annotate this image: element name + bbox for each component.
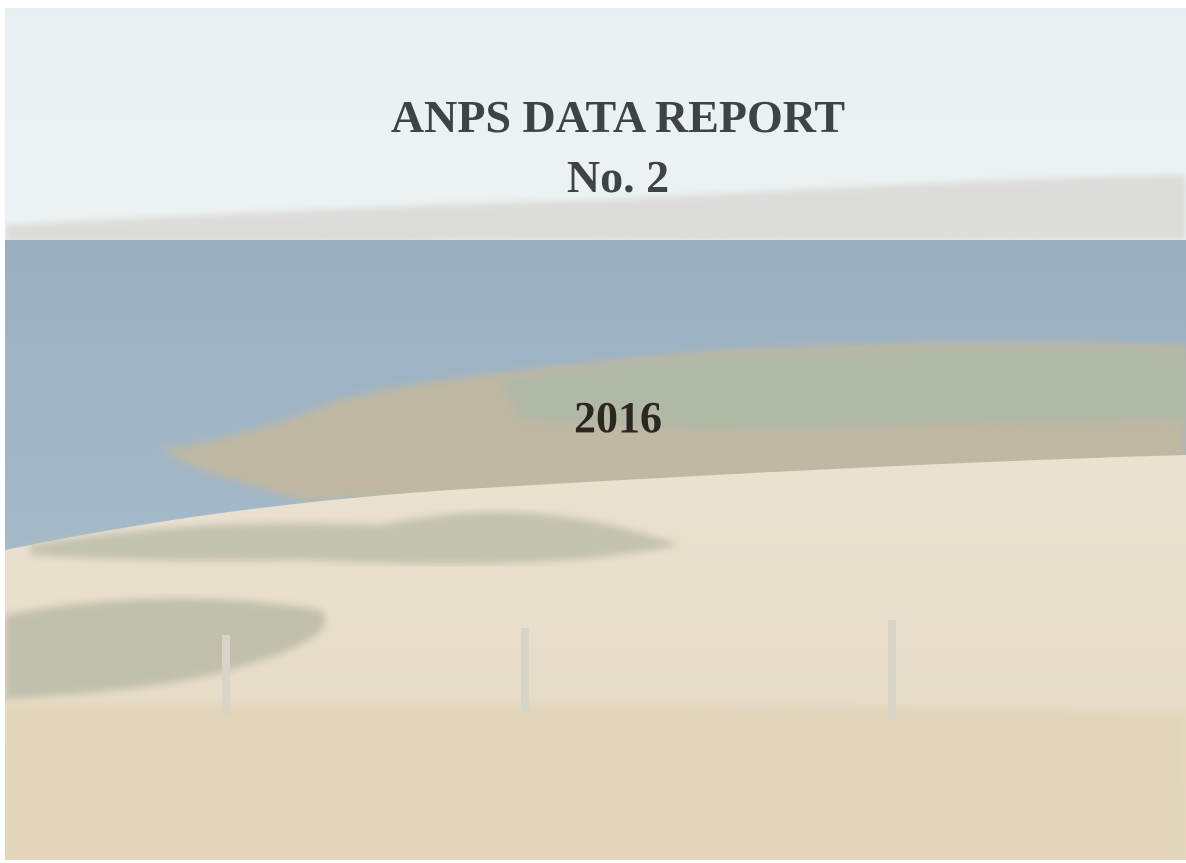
report-title: ANPS DATA REPORT <box>391 91 845 142</box>
report-year: 2016 <box>574 393 662 442</box>
cover: ANPS DATA REPORT No. 2 2016 <box>0 0 1186 863</box>
report-number: No. 2 <box>567 151 669 202</box>
page: ANPS DATA REPORT No. 2 2016 (() => { con… <box>0 0 1186 863</box>
